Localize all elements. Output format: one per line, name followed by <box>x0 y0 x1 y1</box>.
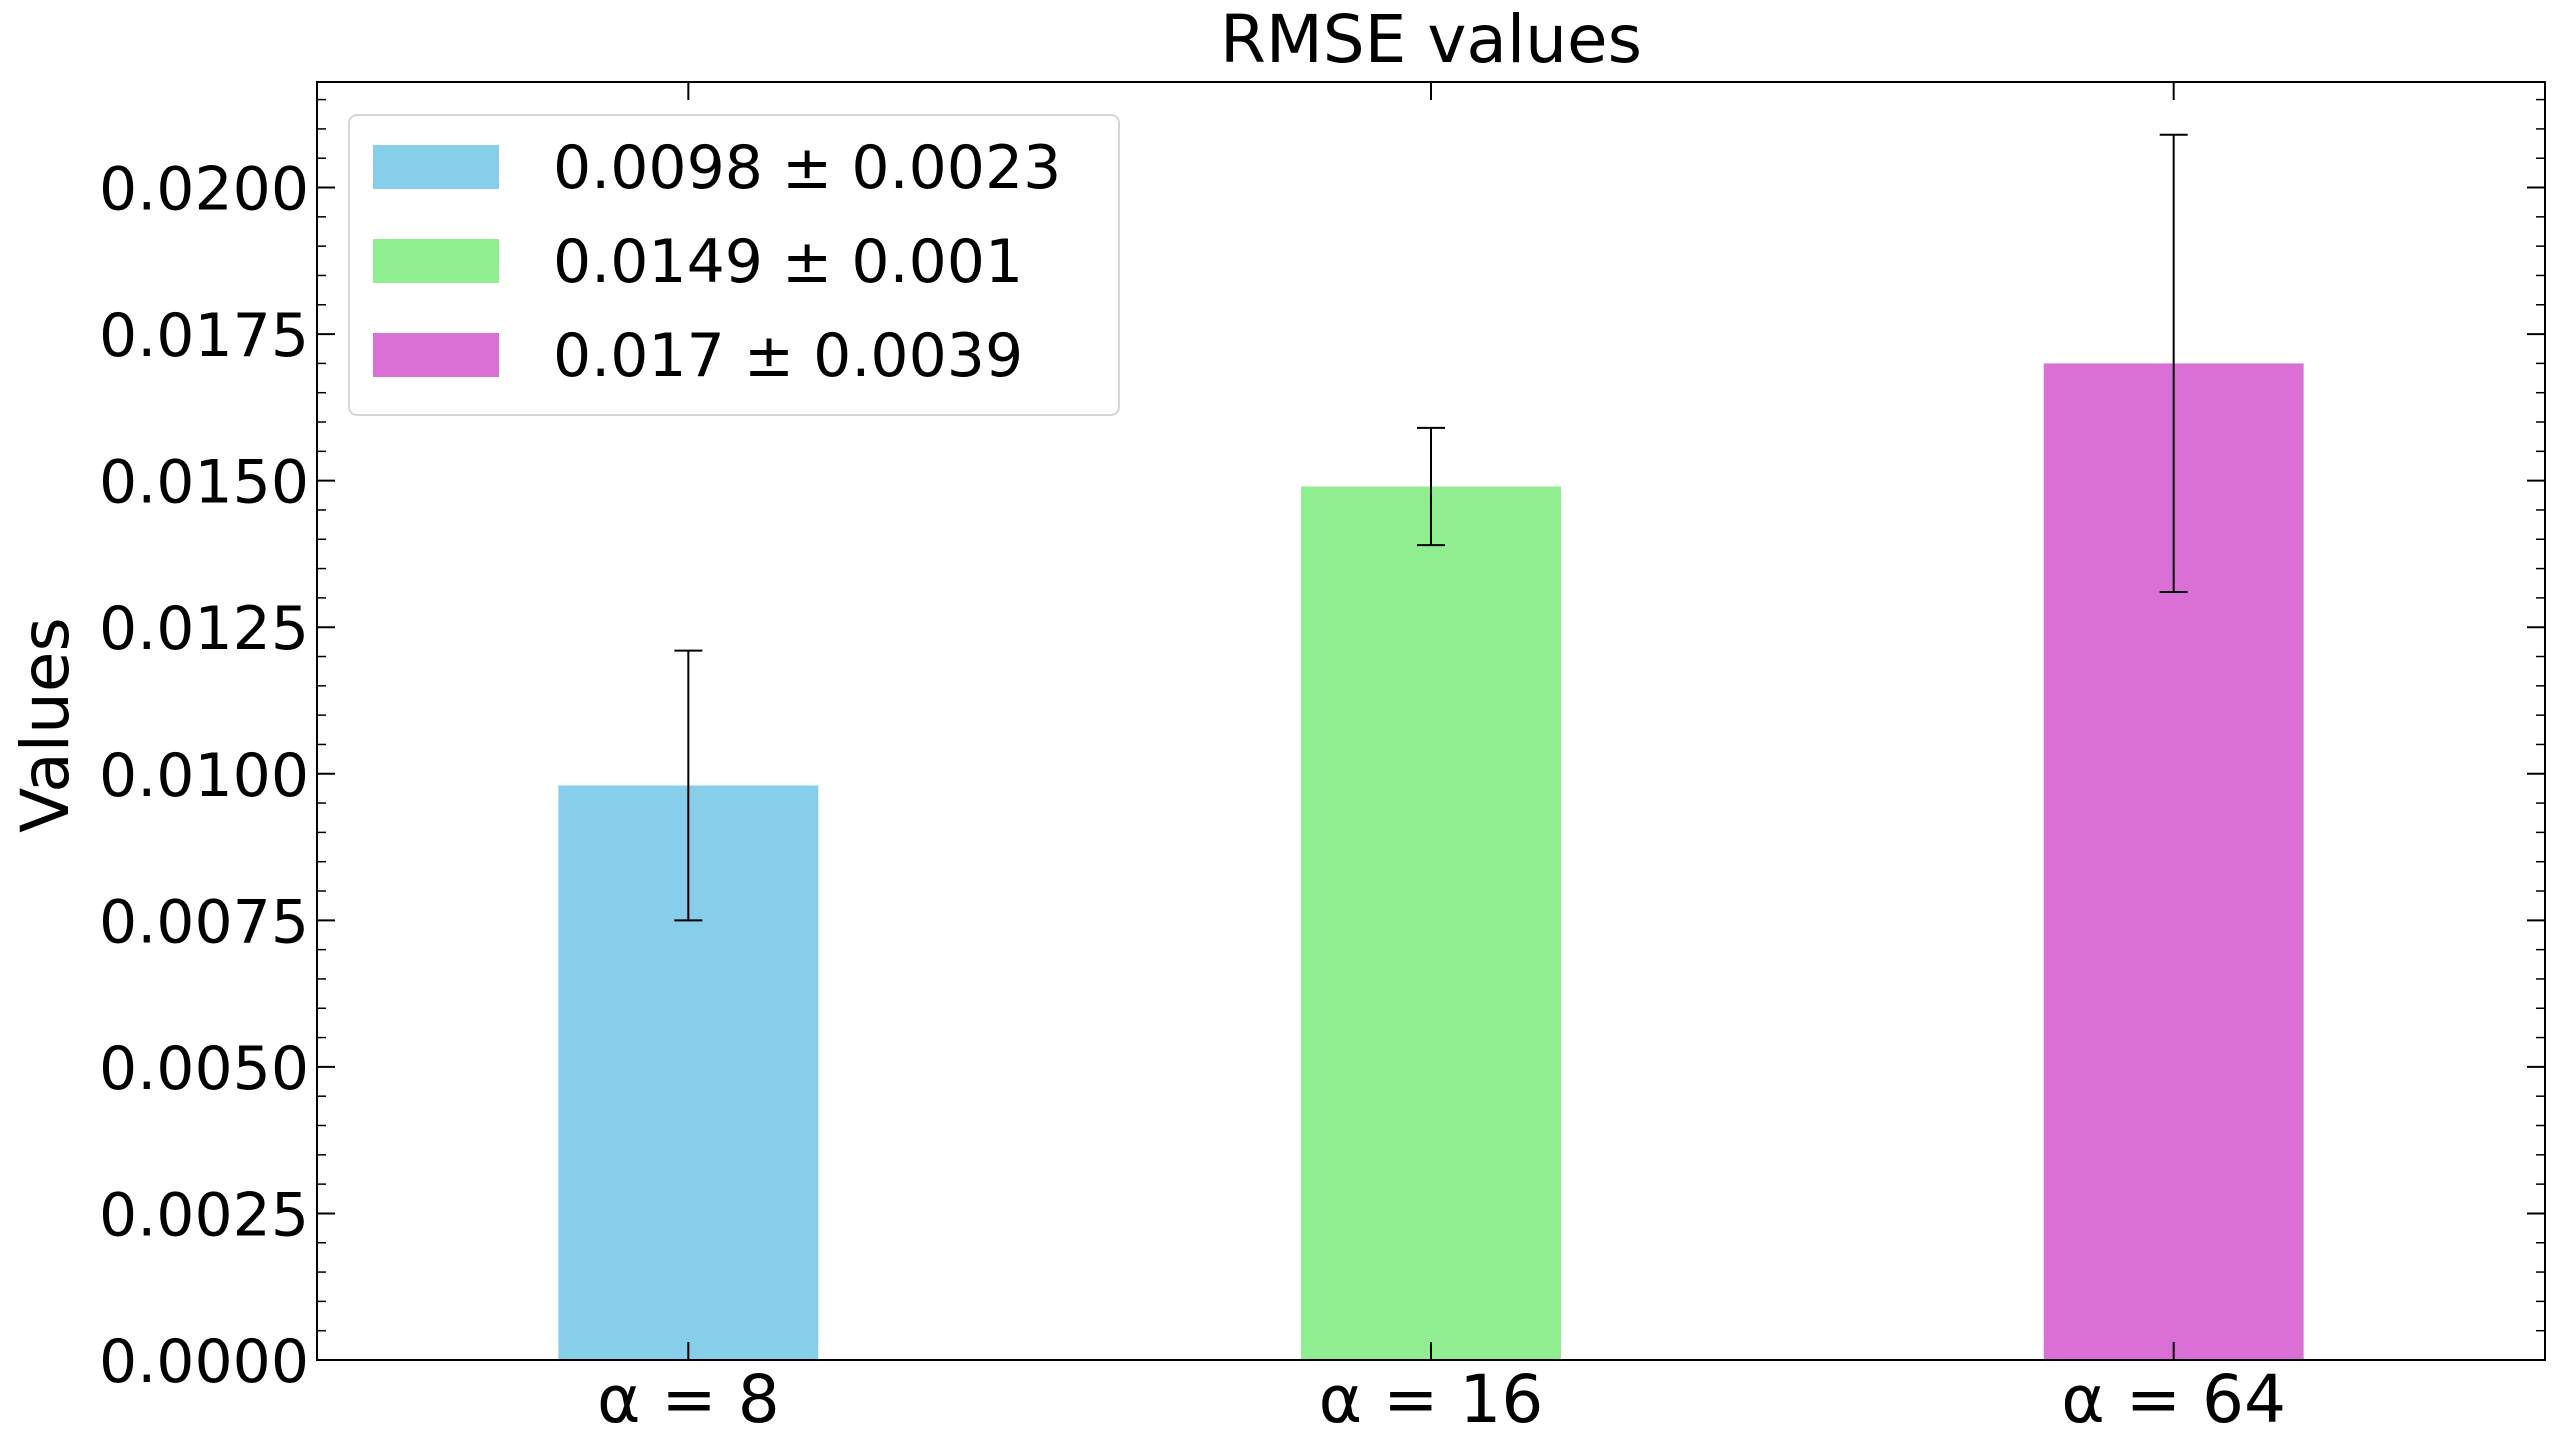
legend-label-1: 0.0098 ± 0.0023 <box>553 133 1061 203</box>
plot-frame <box>316 81 2546 1361</box>
y-tick-label-0: 0.0000 <box>99 1327 309 1397</box>
y-tick-label-6: 0.0150 <box>99 448 309 518</box>
legend-swatch-3 <box>373 333 499 377</box>
error-bars-layer <box>674 133 2188 922</box>
legend-swatch-2 <box>373 239 499 283</box>
x-tick-label-3: α = 64 <box>2061 1361 2286 1438</box>
y-tick-label-1: 0.0025 <box>99 1180 309 1250</box>
y-tick-label-4: 0.0100 <box>99 741 309 811</box>
y-axis-label: Values <box>7 617 84 833</box>
chart-title: RMSE values <box>1220 1 1642 78</box>
y-tick-label-7: 0.0175 <box>99 301 309 371</box>
legend: 0.0098 ± 0.0023 0.0149 ± 0.001 0.017 ± 0.0… <box>348 114 1120 416</box>
x-tick-label-1: α = 8 <box>597 1361 780 1438</box>
ticks-layer: 0.0000 0.0025 0.0050 0.0075 0.0100 0.0125 0.01… <box>99 82 2545 1438</box>
legend-box <box>348 114 1120 416</box>
bar-2 <box>1301 486 1561 1360</box>
y-tick-label-8: 0.0200 <box>99 155 309 225</box>
legend-swatch-1 <box>373 145 499 189</box>
y-tick-label-2: 0.0050 <box>99 1034 309 1104</box>
y-tick-label-3: 0.0075 <box>99 887 309 957</box>
legend-label-3: 0.017 ± 0.0039 <box>553 321 1023 391</box>
x-tick-label-2: α = 16 <box>1319 1361 1544 1438</box>
y-tick-label-5: 0.0125 <box>99 594 309 664</box>
legend-label-2: 0.0149 ± 0.001 <box>553 227 1023 297</box>
